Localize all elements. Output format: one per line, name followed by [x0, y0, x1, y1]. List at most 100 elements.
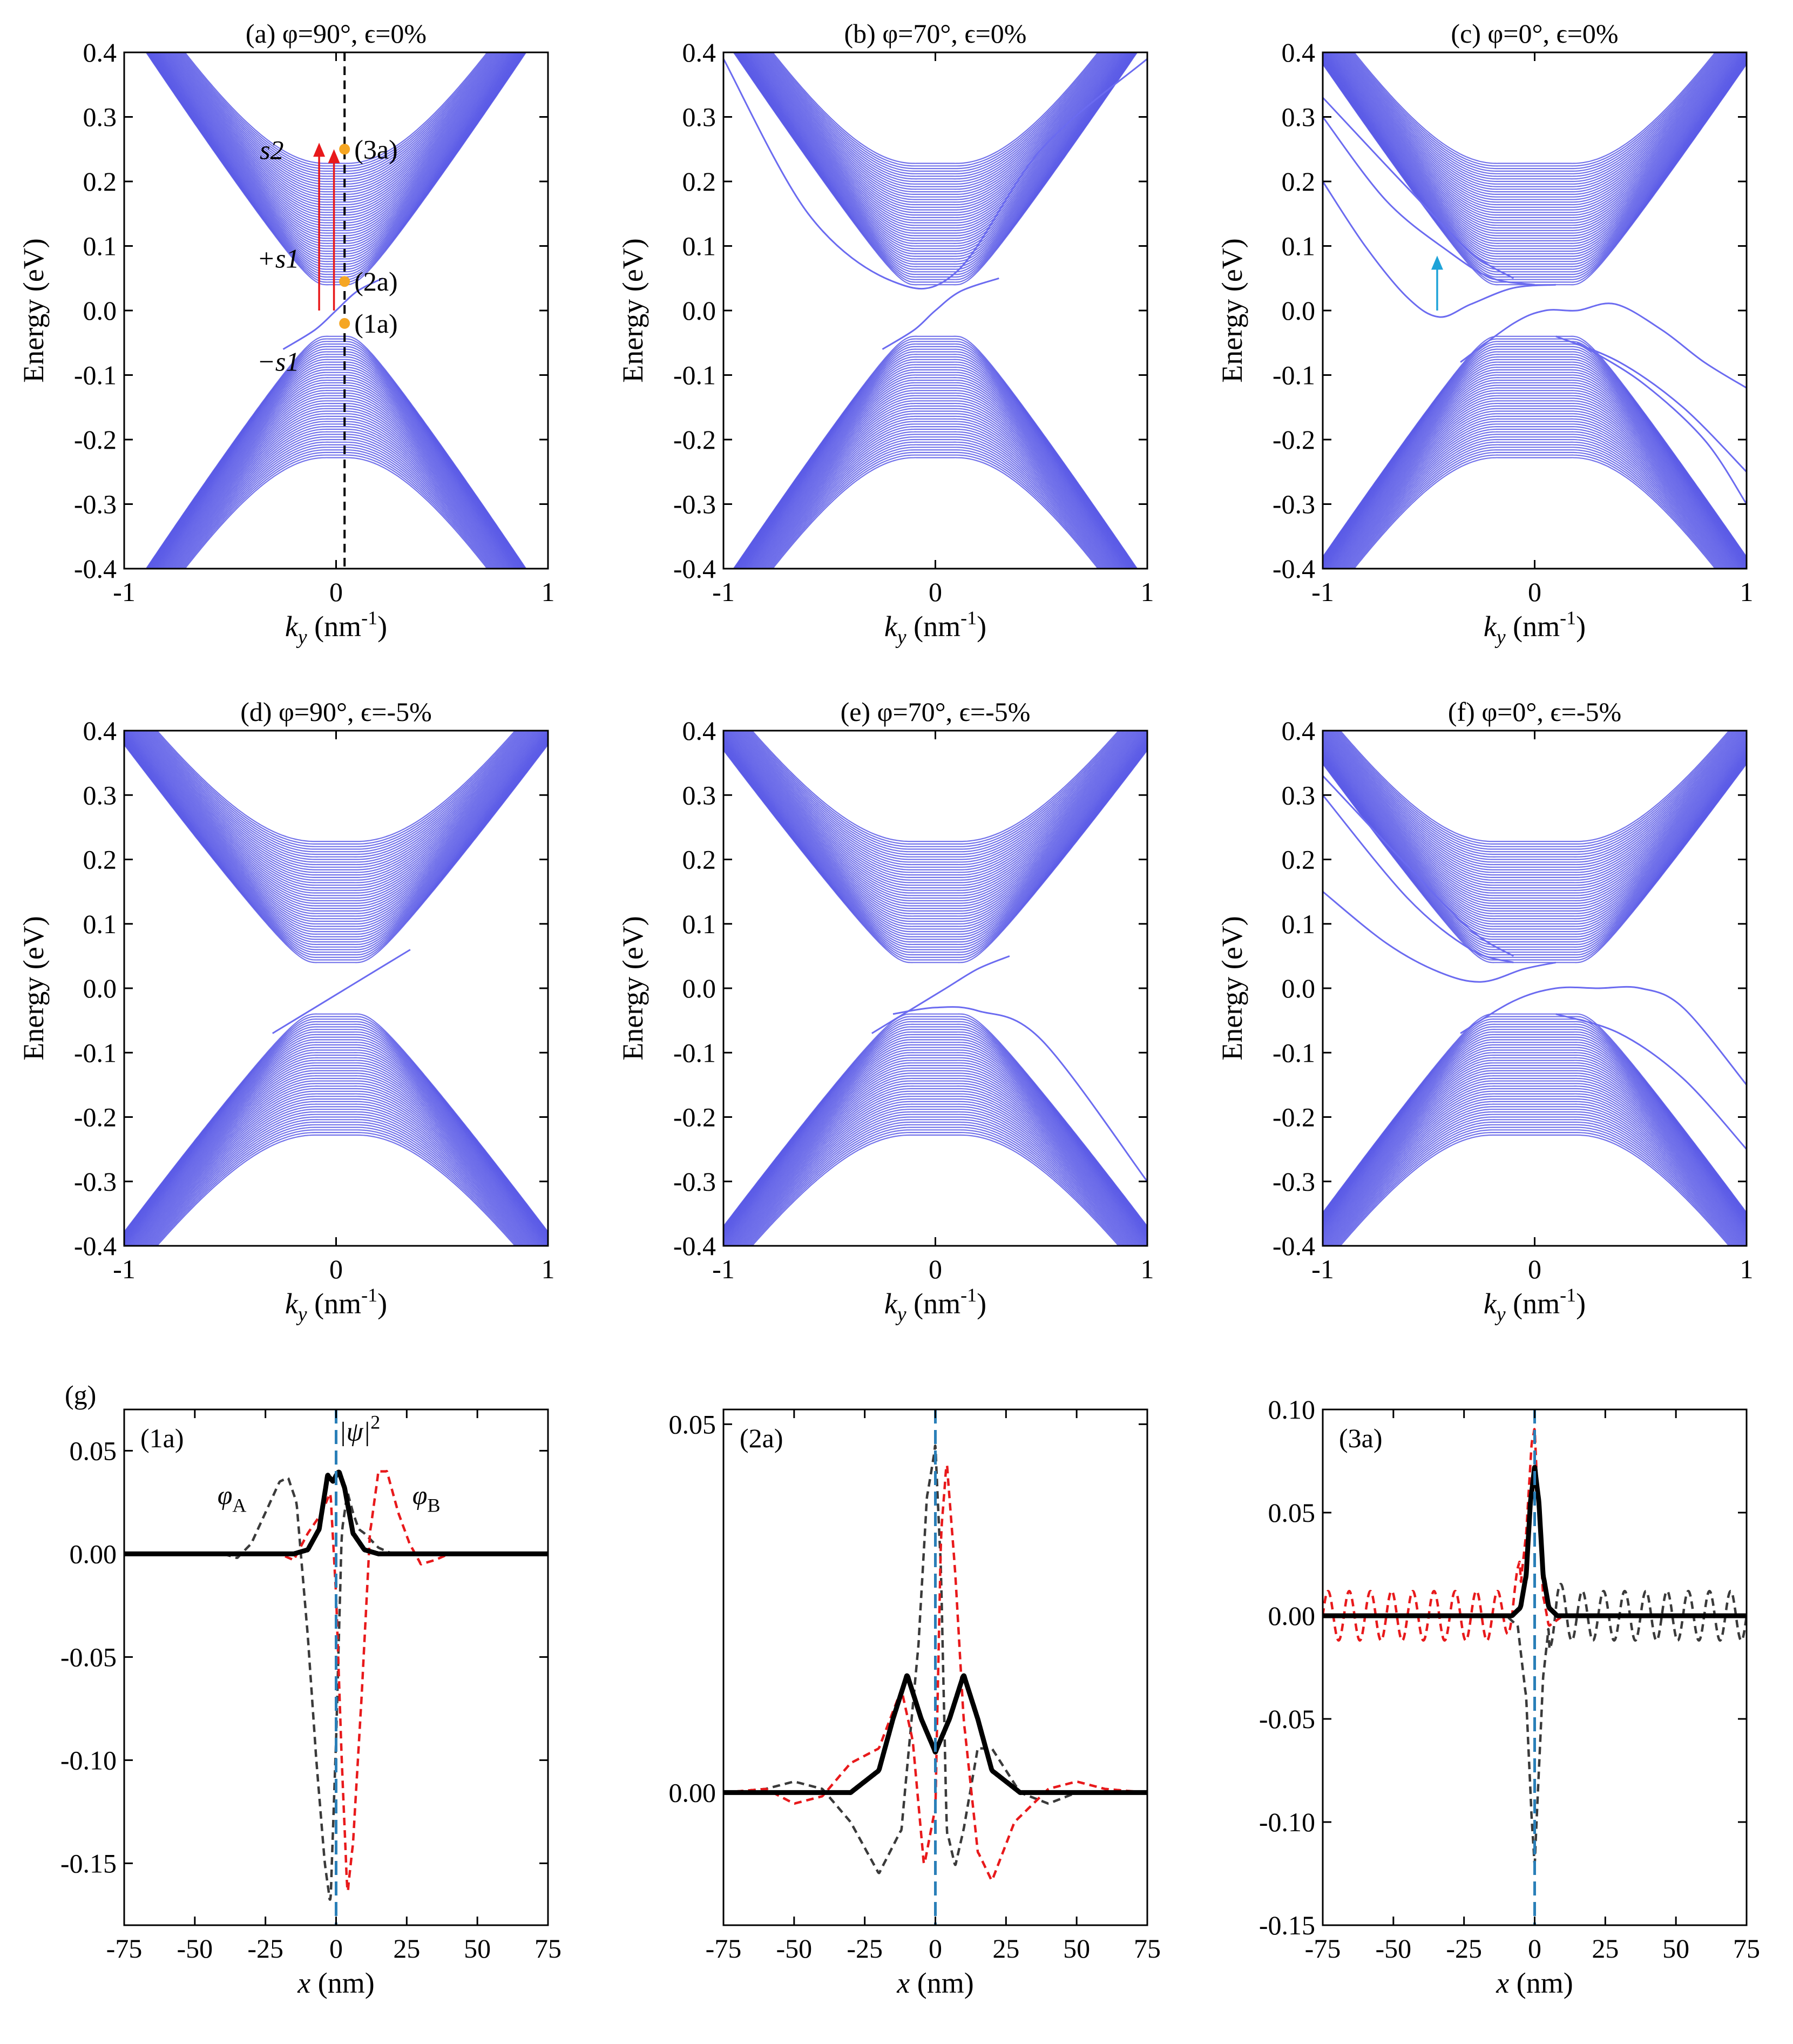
y-tick-label: -0.1	[1273, 360, 1315, 390]
panel-inset-label: (2a)	[740, 1423, 783, 1453]
chart-e: -1 0 1-0.4-0.3-0.2-0.10.00.10.20.30.4(e) φ…	[617, 697, 1154, 1326]
series-label: |ψ|2	[339, 1411, 381, 1446]
x-tick-label: -25	[247, 1933, 283, 1964]
y-tick-label: -0.05	[60, 1642, 117, 1672]
y-tick-label: 0.3	[83, 780, 117, 810]
x-axis-label: ky (nm-1)	[285, 607, 387, 649]
series-line-φb	[723, 1465, 1147, 1880]
panel-inset-label: (1a)	[140, 1423, 184, 1453]
y-tick-label: 0.4	[1282, 716, 1316, 746]
conduction-subband	[723, 33, 1147, 269]
x-tick-label: 1	[1740, 1254, 1754, 1284]
y-tick-label: -0.1	[1273, 1037, 1315, 1068]
x-tick-label: 0	[1528, 1254, 1541, 1284]
x-tick-label: 50	[1063, 1933, 1090, 1964]
chart-d: -1 0 1-0.4-0.3-0.2-0.10.00.10.20.30.4(d) φ…	[17, 692, 555, 1326]
y-tick-label: 0.0	[682, 295, 716, 326]
conduction-subband	[124, 14, 548, 264]
valence-subband	[1323, 362, 1747, 564]
x-tick-label: -25	[1446, 1933, 1482, 1964]
y-tick-label: -0.3	[1273, 1166, 1315, 1197]
y-tick-label: 0.00	[1268, 1601, 1316, 1631]
y-tick-label: 0.0	[1282, 295, 1316, 326]
y-tick-label: -0.10	[60, 1745, 117, 1775]
state-marker-label: (1a)	[354, 308, 398, 339]
y-tick-label: -0.3	[74, 1166, 117, 1197]
y-tick-label: 0.4	[83, 716, 117, 746]
y-tick-label: -0.3	[74, 489, 117, 520]
y-tick-label: -0.1	[74, 360, 117, 390]
y-tick-label: 0.05	[669, 1409, 716, 1439]
x-tick-label: 0	[929, 577, 942, 607]
chart-c: -1 0 1-0.4-0.3-0.2-0.10.00.10.20.30.4(c) φ…	[1216, 12, 1754, 649]
y-tick-label: -0.15	[1259, 1910, 1315, 1940]
y-tick-label: -0.05	[1259, 1704, 1315, 1734]
y-tick-label: 0.1	[1282, 231, 1316, 261]
y-tick-label: -0.4	[673, 1231, 716, 1261]
x-axis-label: x (nm)	[896, 1967, 973, 1999]
x-tick-label: -75	[106, 1933, 143, 1964]
series-label: φB	[412, 1480, 441, 1516]
y-tick-label: 0.4	[1282, 37, 1316, 68]
chart-g1: φA φB|ψ|2-75 -50 -25 0 25 50 75-0.15-0.10-0.050…	[60, 1409, 561, 1999]
valence-subband	[124, 362, 548, 609]
y-tick-label: -0.3	[673, 1166, 716, 1197]
y-tick-label: -0.2	[673, 1102, 716, 1132]
panel-title: (a) φ=90°, ϵ=0%	[246, 18, 427, 49]
x-tick-label: 0	[329, 577, 343, 607]
y-tick-label: 0.2	[1282, 845, 1316, 875]
y-tick-label: 0.10	[1268, 1394, 1316, 1425]
figure-panel-tag: (g)	[65, 1380, 96, 1410]
x-tick-label: -50	[177, 1933, 213, 1964]
valence-subband	[723, 362, 1147, 591]
valence-subband	[723, 352, 1147, 587]
y-tick-label: 0.2	[83, 845, 117, 875]
y-tick-label: 0.2	[682, 845, 716, 875]
band-label: +s1	[257, 243, 299, 273]
x-tick-label: 25	[992, 1933, 1019, 1964]
x-tick-label: -50	[1376, 1933, 1412, 1964]
y-tick-label: 0.3	[682, 102, 716, 132]
y-axis-label: Energy (eV)	[1216, 238, 1248, 382]
y-axis-label: Energy (eV)	[17, 916, 50, 1060]
y-tick-label: 0.3	[1282, 780, 1316, 810]
x-tick-label: 75	[1733, 1933, 1760, 1964]
y-tick-label: 0.1	[83, 231, 117, 261]
y-tick-label: 0.00	[70, 1539, 117, 1569]
chart-b: -1 0 1-0.4-0.3-0.2-0.10.00.10.20.30.4(b) φ…	[617, 0, 1154, 649]
y-tick-label: 0.3	[83, 102, 117, 132]
x-axis-label: ky (nm-1)	[884, 607, 986, 649]
y-tick-label: 0.00	[669, 1777, 716, 1807]
state-marker-label: (3a)	[354, 134, 398, 164]
x-tick-label: 1	[1141, 577, 1154, 607]
x-tick-label: 75	[534, 1933, 561, 1964]
state-marker	[339, 276, 350, 287]
y-tick-label: -0.2	[1273, 424, 1315, 455]
plot-area	[124, 692, 548, 1285]
y-tick-label: 0.05	[1268, 1497, 1316, 1528]
conduction-subband	[1323, 744, 1747, 903]
x-tick-label: 75	[1134, 1933, 1161, 1964]
panel-inset-label: (3a)	[1339, 1423, 1383, 1453]
x-tick-label: -25	[847, 1933, 883, 1964]
series-label: φA	[218, 1480, 247, 1516]
x-tick-label: -75	[706, 1933, 742, 1964]
x-tick-label: 0	[1528, 1933, 1541, 1964]
plot-area	[124, 0, 548, 651]
conduction-subband	[124, 14, 548, 262]
y-tick-label: 0.0	[682, 973, 716, 1003]
y-tick-label: -0.3	[673, 489, 716, 520]
state-marker	[339, 318, 350, 329]
y-tick-label: 0.3	[1282, 102, 1316, 132]
conduction-subband	[124, 12, 548, 259]
x-tick-label: 50	[464, 1933, 491, 1964]
valence-subband	[723, 357, 1147, 589]
x-tick-label: 25	[1592, 1933, 1619, 1964]
valence-subband	[723, 354, 1147, 588]
band-label: −s1	[257, 347, 299, 377]
y-tick-label: -0.1	[673, 360, 716, 390]
x-axis-label: ky (nm-1)	[884, 1284, 986, 1326]
state-marker	[339, 144, 350, 154]
y-tick-label: 0.1	[682, 909, 716, 939]
